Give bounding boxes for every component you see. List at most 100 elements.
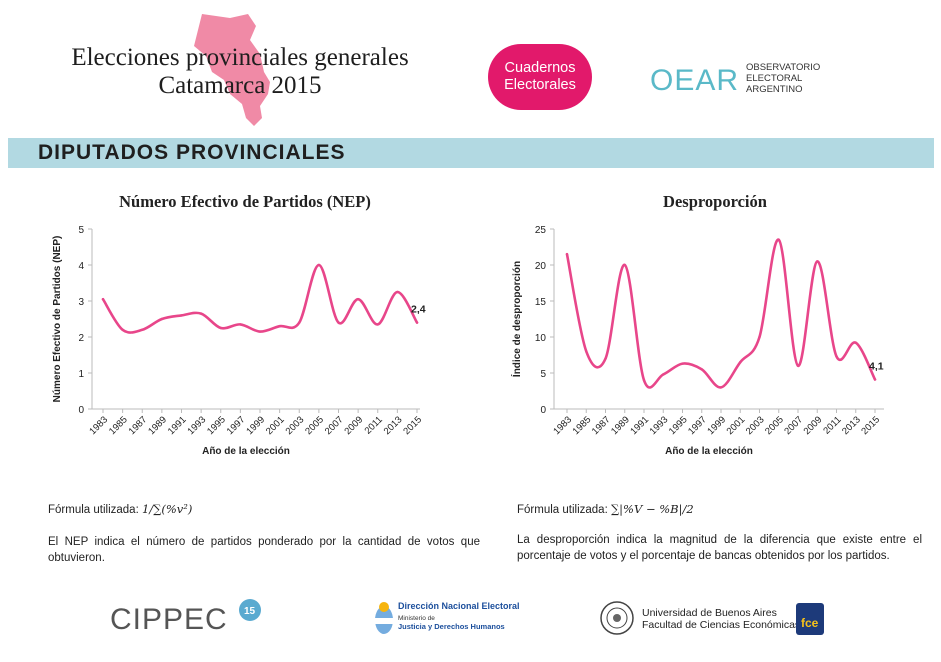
header-title: Elecciones provinciales generales Catama… (40, 44, 440, 100)
nep-data-point (219, 326, 222, 330)
header-title-line2: Catamarca 2015 (158, 72, 322, 99)
disproportion-x-tick-label: 2015 (859, 414, 882, 437)
nep-data-point (180, 314, 183, 317)
disproportion-x-tick-label: 1987 (590, 414, 613, 437)
disproportion-x-tick-label: 1989 (609, 414, 632, 437)
disproportion-x-tick-label: 2007 (782, 414, 805, 437)
nep-x-tick-label: 2003 (284, 414, 307, 437)
nep-data-point (258, 330, 262, 333)
dne-line2: Ministerio de (398, 615, 435, 622)
dne-logo: Dirección Nacional Electoral Ministerio … (375, 601, 520, 634)
disproportion-x-tick-label: 2001 (725, 414, 748, 437)
header-title-line1: Elecciones provinciales generales (71, 44, 409, 71)
disproportion-y-tick-label: 10 (535, 333, 547, 344)
fce-badge-text: fce (801, 616, 819, 630)
nep-x-tick-label: 1997 (225, 414, 248, 437)
disproportion-data-point (623, 263, 626, 267)
uba-line1: Universidad de Buenos Aires (642, 607, 777, 619)
disproportion-chart-title: Desproporción (663, 192, 767, 211)
disproportion-data-point (854, 341, 857, 344)
disproportion-x-tick-label: 2011 (821, 414, 843, 436)
cuadernos-electorales-badge: Cuadernos Electorales (488, 44, 592, 110)
disproportion-x-tick-label: 1983 (551, 414, 574, 437)
nep-x-tick-label: 1987 (127, 414, 150, 437)
disproportion-formula-expression: ∑|%V − %B|/2 (610, 502, 694, 516)
nep-x-tick-label: 1991 (166, 414, 189, 437)
nep-formula-label: Fórmula utilizada: (48, 504, 142, 516)
oear-line3: ARGENTINO (746, 84, 802, 95)
nep-x-tick-label: 2009 (343, 414, 366, 437)
nep-data-point (317, 263, 321, 267)
disproportion-data-point (565, 253, 569, 256)
disproportion-description: La desproporción indica la magnitud de l… (517, 534, 922, 562)
nep-formula-expression: 1/∑(%v²) (141, 502, 193, 516)
nep-x-tick-label: 2001 (264, 414, 287, 437)
nep-x-tick-label: 1983 (87, 414, 110, 437)
nep-x-tick-label: 1985 (107, 414, 130, 437)
nep-y-tick-label: 5 (78, 225, 84, 236)
nep-x-tick-label: 2007 (323, 414, 346, 437)
fce-badge-icon: fce (796, 603, 824, 635)
disproportion-y-tick-label: 0 (540, 405, 546, 416)
nep-formula: Fórmula utilizada: 1/∑(%v²) (48, 502, 192, 516)
disproportion-data-point (758, 335, 761, 339)
nep-x-tick-label: 1999 (244, 414, 267, 437)
nep-data-point (101, 298, 105, 301)
nep-data-point (396, 290, 399, 294)
badge-line1: Cuadernos (504, 60, 576, 76)
nep-data-point (278, 325, 281, 328)
oear-line2: ELECTORAL (746, 73, 802, 84)
nep-x-axis-label: Año de la elección (202, 446, 290, 457)
nep-x-tick-label: 2015 (401, 414, 424, 437)
disproportion-data-point (796, 364, 800, 367)
dne-line3: Justicia y Derechos Humanos (398, 622, 505, 631)
uba-seal-icon (600, 601, 634, 635)
nep-data-point (415, 321, 419, 324)
catamarca-map-icon (194, 14, 270, 126)
badge-line2: Electorales (504, 77, 576, 93)
disproportion-data-point (719, 386, 723, 389)
cippec-badge-text: 15 (244, 606, 256, 617)
nep-y-tick-label: 4 (78, 261, 84, 272)
disproportion-data-point (642, 379, 646, 382)
uba-line2: Facultad de Ciencias Económicas (642, 619, 800, 631)
disproportion-last-value-label: 4,1 (869, 360, 884, 372)
nep-data-point (376, 323, 379, 326)
nep-y-axis-label: Número Efectivo de Partidos (NEP) (52, 236, 63, 403)
disproportion-data-point (873, 378, 877, 381)
nep-y-tick-label: 2 (78, 333, 84, 344)
nep-data-point (298, 321, 301, 324)
cippec-badge-circle (239, 599, 261, 621)
argentina-shield-icon (375, 602, 393, 634)
cippec-text: CIPPEC (110, 603, 228, 636)
nep-data-point (239, 323, 242, 326)
disproportion-x-tick-label: 1997 (686, 414, 709, 437)
nep-chart-title: Número Efectivo de Partidos (NEP) (119, 192, 371, 211)
nep-x-tick-label: 1995 (205, 414, 228, 437)
disproportion-data-point (835, 355, 838, 358)
nep-description: El NEP indica el número de partidos pond… (48, 536, 480, 564)
disproportion-y-tick-label: 15 (535, 297, 547, 308)
section-title: DIPUTADOS PROVINCIALES (38, 141, 346, 164)
nep-data-point (199, 312, 203, 315)
disproportion-x-tick-label: 1985 (571, 414, 594, 437)
disproportion-series-line (565, 238, 877, 389)
dne-line1: Dirección Nacional Electoral (398, 601, 520, 611)
disproportion-data-point (662, 373, 665, 376)
disproportion-x-tick-label: 1993 (648, 414, 671, 437)
nep-y-tick-label: 1 (78, 369, 84, 380)
nep-x-tick-label: 2011 (363, 414, 385, 436)
disproportion-y-tick-label: 20 (535, 261, 547, 272)
nep-last-value-label: 2,4 (411, 304, 426, 316)
nep-data-point (356, 298, 360, 301)
nep-x-tick-label: 1989 (146, 414, 169, 437)
nep-data-point (160, 317, 164, 321)
nep-data-point (141, 328, 144, 331)
disproportion-x-tick-label: 1991 (628, 414, 651, 437)
nep-data-point (337, 321, 340, 324)
disproportion-x-tick-label: 2009 (802, 414, 825, 437)
disproportion-y-tick-label: 25 (535, 225, 547, 236)
nep-y-tick-label: 3 (78, 297, 84, 308)
disproportion-x-tick-label: 2013 (840, 414, 863, 437)
disproportion-formula: Fórmula utilizada: ∑|%V − %B|/2 (517, 502, 694, 516)
